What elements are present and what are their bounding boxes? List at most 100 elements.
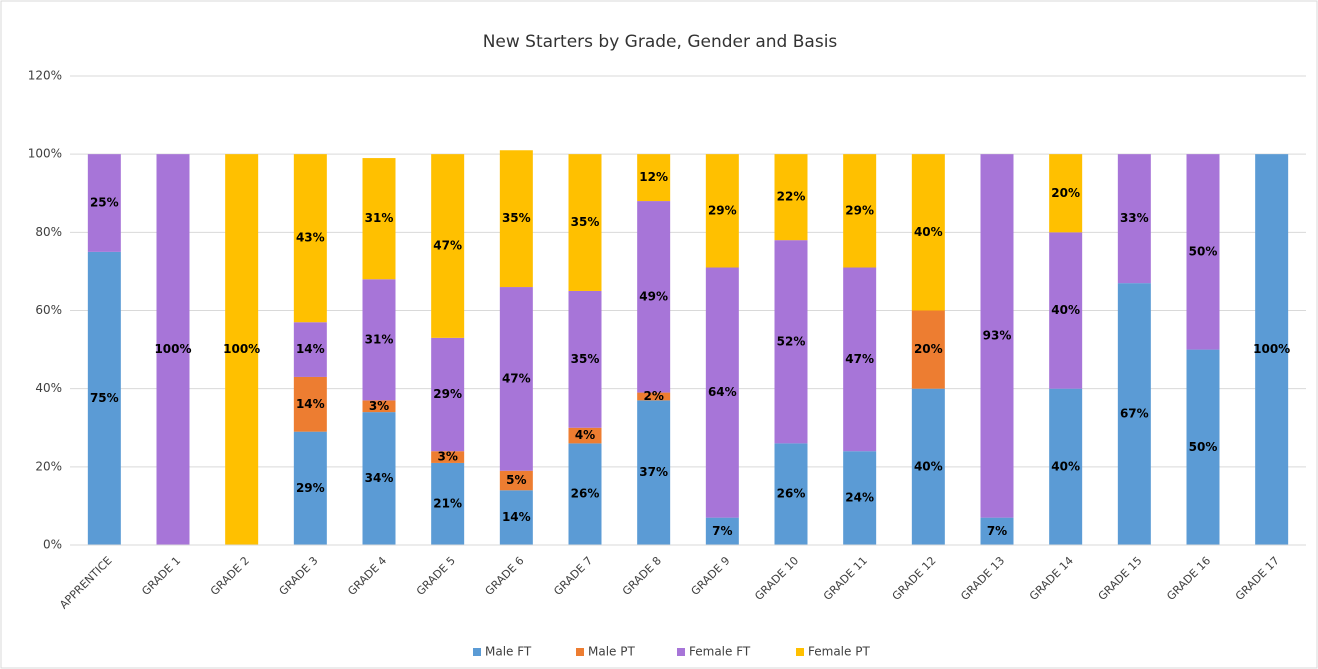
data-label: 37%: [639, 465, 668, 479]
bar-segment: [431, 154, 465, 338]
bar-segment: [568, 427, 602, 444]
bar-segment: [1186, 154, 1220, 350]
bar-segment: [431, 462, 465, 545]
data-label: 64%: [708, 385, 737, 399]
data-label: 14%: [296, 342, 325, 356]
bar-segment: [637, 154, 671, 202]
bar-segment: [843, 154, 877, 268]
data-label: 50%: [1189, 440, 1218, 454]
data-label: 33%: [1120, 211, 1149, 225]
bar-segment: [568, 154, 602, 291]
bar-segment: [637, 392, 671, 401]
bar-segment: [774, 154, 808, 241]
y-tick-label: 100%: [28, 147, 62, 161]
data-label: 35%: [571, 352, 600, 366]
data-label: 35%: [502, 211, 531, 225]
bar-segment: [362, 400, 396, 413]
data-label: 29%: [708, 203, 737, 217]
bar-segment: [911, 388, 945, 545]
data-label: 34%: [365, 471, 394, 485]
bar-segment: [568, 290, 602, 428]
chart-title: New Starters by Grade, Gender and Basis: [483, 32, 838, 52]
data-label: 7%: [712, 524, 732, 538]
bar-segment: [293, 431, 327, 545]
data-label: 67%: [1120, 407, 1149, 421]
bar-segment: [1255, 154, 1289, 545]
bar-segment: [293, 154, 327, 323]
bar-segment: [774, 443, 808, 545]
legend-swatch: [473, 648, 481, 656]
legend-swatch: [677, 648, 685, 656]
data-label: 75%: [90, 391, 119, 405]
bar-segment: [705, 267, 739, 518]
data-label: 40%: [1051, 459, 1080, 473]
bar-segment: [637, 201, 671, 393]
data-label: 20%: [1051, 186, 1080, 200]
data-label: 93%: [983, 328, 1012, 342]
bar-segment: [1049, 232, 1083, 389]
legend-label: Female PT: [808, 645, 870, 659]
bar-segment: [225, 154, 259, 545]
bar-segment: [843, 451, 877, 545]
bar-segment: [293, 376, 327, 432]
data-label: 100%: [1253, 342, 1290, 356]
bar-segment: [499, 287, 533, 471]
data-label: 26%: [777, 487, 806, 501]
data-label: 47%: [433, 239, 462, 253]
data-label: 50%: [1189, 244, 1218, 258]
bar-segment: [499, 470, 533, 491]
data-label: 20%: [914, 342, 943, 356]
data-label: 4%: [575, 428, 595, 442]
legend-label: Male FT: [485, 645, 532, 659]
bar-segment: [1117, 154, 1151, 284]
bar-segment: [293, 322, 327, 377]
bar-segment: [1049, 154, 1083, 233]
bar-segment: [568, 443, 602, 545]
bar-segment: [843, 267, 877, 452]
data-label: 31%: [365, 211, 394, 225]
bar-segment: [362, 412, 396, 545]
data-label: 47%: [845, 352, 874, 366]
bar-segment: [362, 158, 396, 280]
bar-segment: [1117, 283, 1151, 545]
data-label: 12%: [639, 170, 668, 184]
data-label: 22%: [777, 190, 806, 204]
bar-segment: [911, 310, 945, 389]
data-label: 40%: [1051, 303, 1080, 317]
y-tick-label: 80%: [35, 225, 62, 239]
bar-segment: [87, 154, 121, 252]
bar-segment: [911, 154, 945, 311]
legend-label: Male PT: [588, 645, 635, 659]
y-tick-label: 120%: [28, 69, 62, 83]
bar-segment: [637, 400, 671, 545]
bar-segment: [705, 517, 739, 545]
bar-segment: [499, 150, 533, 288]
bar-segment: [1049, 388, 1083, 545]
data-label: 14%: [296, 397, 325, 411]
data-label: 5%: [506, 473, 526, 487]
y-tick-label: 0%: [43, 538, 62, 552]
y-tick-label: 40%: [35, 381, 62, 395]
legend-label: Female FT: [689, 645, 751, 659]
data-label: 43%: [296, 231, 325, 245]
data-label: 52%: [777, 334, 806, 348]
data-label: 31%: [365, 332, 394, 346]
data-label: 3%: [437, 450, 457, 464]
data-label: 25%: [90, 196, 119, 210]
data-label: 100%: [223, 342, 260, 356]
bar-segment: [156, 154, 190, 545]
data-label: 40%: [914, 459, 943, 473]
bar-segment: [87, 251, 121, 545]
y-tick-label: 20%: [35, 459, 62, 473]
legend-swatch: [576, 648, 584, 656]
bar-segment: [1186, 349, 1220, 545]
data-label: 3%: [369, 399, 389, 413]
bar-segment: [705, 154, 739, 268]
data-label: 35%: [571, 215, 600, 229]
data-label: 14%: [502, 510, 531, 524]
bar-segment: [499, 490, 533, 545]
data-label: 21%: [433, 496, 462, 510]
data-label: 26%: [571, 487, 600, 501]
data-label: 29%: [845, 203, 874, 217]
data-label: 29%: [296, 481, 325, 495]
